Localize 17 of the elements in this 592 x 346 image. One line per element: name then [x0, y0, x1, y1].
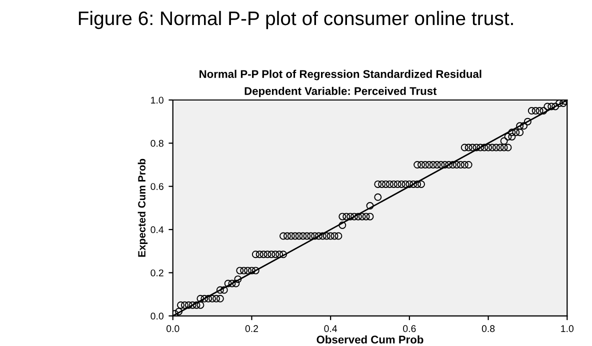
y-tick-label: 0.6	[150, 183, 164, 190]
x-tick-label: 1.0	[561, 325, 574, 332]
y-tick-label: 0.4	[150, 226, 164, 234]
y-tick-label: 0.0	[150, 312, 164, 320]
y-tick-label: 0.8	[150, 140, 164, 147]
x-axis-title: Observed Cum Prob	[316, 335, 424, 344]
y-tick-label: 1.0	[151, 96, 164, 104]
x-tick-label: 0.0	[166, 325, 180, 332]
x-tick-label: 0.4	[324, 325, 338, 332]
x-tick-label: 0.2	[245, 325, 258, 332]
x-tick-label: 0.6	[403, 325, 416, 332]
chart-subtitle: Dependent Variable: Perceived Trust	[244, 86, 437, 98]
y-axis-title: Expected Cum Prob	[138, 158, 148, 257]
caption: Figure 6: Normal P-P plot of consumer online trust.	[78, 10, 513, 30]
chart-title: Normal P-P Plot of Regression Standardized Residual	[200, 70, 482, 80]
x-tick-label: 0.8	[482, 325, 495, 332]
y-tick-label: 0.2	[150, 269, 164, 276]
